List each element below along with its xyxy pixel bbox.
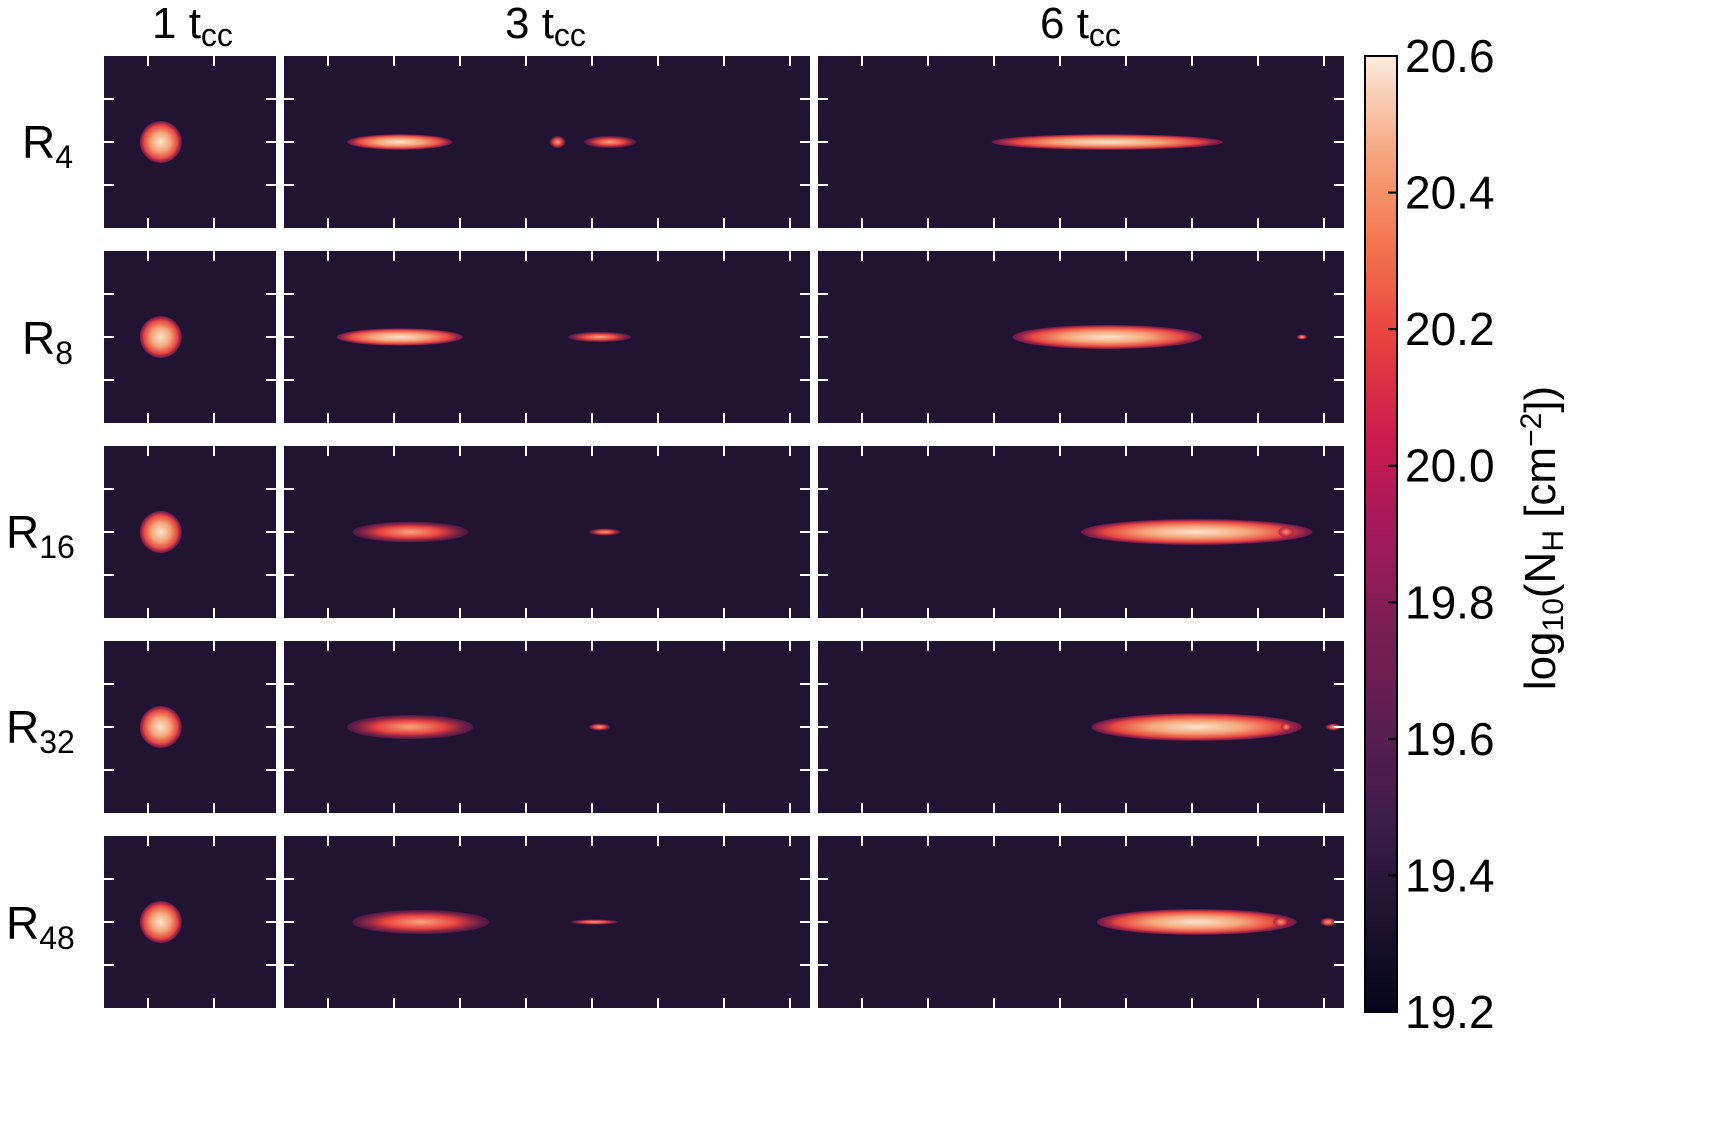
cloud-head xyxy=(139,901,182,943)
cloud-filament xyxy=(336,328,463,346)
cloud-filament xyxy=(352,521,469,543)
panel-ticks xyxy=(818,836,1344,1008)
colorbar: 20.6 20.4 20.2 20.0 19.8 19.6 19.4 19.2 log10(N… xyxy=(1364,30,1570,1038)
panel-r4-c2 xyxy=(818,836,1344,1008)
cloud-head xyxy=(139,316,182,358)
cloud-filament xyxy=(568,331,632,343)
panel-r2-c0 xyxy=(104,446,276,618)
panel-background xyxy=(104,251,276,423)
colorbar-gradient xyxy=(1364,55,1398,1013)
panel-r3-c1 xyxy=(284,641,810,813)
cloud-filament xyxy=(352,909,490,935)
panel-r3-c2 xyxy=(818,641,1344,813)
panel-r1-c0 xyxy=(104,251,276,423)
row-labels: R4 R8 R16 R32 R48 xyxy=(6,116,75,956)
colorbar-tick-label: 20.2 xyxy=(1405,303,1495,355)
cloud-filament xyxy=(1096,909,1297,935)
cloud-filament xyxy=(1081,519,1313,545)
panel-ticks xyxy=(284,446,810,618)
row-label-r16: R16 xyxy=(6,506,75,565)
row-label-r4: R4 xyxy=(22,116,73,175)
colorbar-tick-label: 20.4 xyxy=(1405,167,1495,219)
panel-ticks xyxy=(104,641,276,813)
panel-r3-c0 xyxy=(104,641,276,813)
cloud-filament xyxy=(991,134,1224,150)
panel-r0-c1 xyxy=(284,56,810,228)
cloud-filament xyxy=(1320,917,1337,927)
cloud-filament xyxy=(1091,713,1302,741)
panel-ticks xyxy=(104,446,276,618)
panel-r0-c0 xyxy=(104,56,276,228)
panel-r4-c0 xyxy=(104,836,276,1008)
panel-ticks xyxy=(284,836,810,1008)
row-label-r8: R8 xyxy=(22,312,73,371)
panel-ticks xyxy=(104,56,276,228)
panel-ticks xyxy=(818,56,1344,228)
cloud-filament xyxy=(347,134,453,150)
panel-ticks xyxy=(104,251,276,423)
panel-ticks xyxy=(818,641,1344,813)
colorbar-tick-label: 19.6 xyxy=(1405,713,1495,765)
panel-background xyxy=(104,641,276,813)
column-titles: 1 tcc 3 tcc 6 tcc xyxy=(152,0,1121,53)
column-title-3tcc: 3 tcc xyxy=(505,0,586,53)
panel-r4-c1 xyxy=(284,836,810,1008)
cloud-filament xyxy=(570,919,619,925)
column-title-6tcc: 6 tcc xyxy=(1040,0,1121,53)
colorbar-tick-label: 20.6 xyxy=(1405,30,1495,82)
colorbar-ticks: 20.6 20.4 20.2 20.0 19.8 19.6 19.4 19.2 xyxy=(1388,30,1495,1038)
panel-r2-c2 xyxy=(818,446,1344,618)
column-title-1tcc: 1 tcc xyxy=(152,0,233,53)
cloud-filament xyxy=(347,714,474,740)
row-label-r48: R48 xyxy=(6,897,75,956)
panel-r0-c2 xyxy=(818,56,1344,228)
panel-ticks xyxy=(104,836,276,1008)
panel-grid xyxy=(104,56,1344,1008)
cloud-filament xyxy=(1012,324,1202,350)
cloud-head xyxy=(139,121,182,163)
cloud-head xyxy=(139,511,182,553)
cloud-filament xyxy=(589,723,611,731)
panel-r1-c1 xyxy=(284,251,810,423)
panel-ticks xyxy=(818,446,1344,618)
panel-ticks xyxy=(284,56,810,228)
panel-ticks xyxy=(284,641,810,813)
panel-ticks xyxy=(284,251,810,423)
cloud-filament xyxy=(549,135,566,149)
panel-r1-c2 xyxy=(818,251,1344,423)
cloud-filament xyxy=(589,528,621,536)
row-label-r32: R32 xyxy=(6,701,75,760)
panel-background xyxy=(104,836,276,1008)
panel-background xyxy=(104,446,276,618)
cloud-filament xyxy=(1272,916,1289,928)
panel-background xyxy=(104,56,276,228)
cloud-filament xyxy=(583,135,637,149)
colorbar-label: log10(NH [cm−2]) xyxy=(1515,386,1570,690)
panel-r2-c1 xyxy=(284,446,810,618)
colorbar-tick-label: 19.4 xyxy=(1405,849,1495,901)
colorbar-tick-label: 19.2 xyxy=(1405,986,1495,1038)
colorbar-tick-label: 20.0 xyxy=(1405,440,1495,492)
cloud-head xyxy=(139,706,182,748)
panel-ticks xyxy=(818,251,1344,423)
cloud-filament xyxy=(1278,526,1295,538)
cloud-filament xyxy=(1325,723,1342,731)
cloud-filament xyxy=(1296,334,1308,340)
colorbar-tick-label: 19.8 xyxy=(1405,576,1495,628)
cloud-filament xyxy=(1280,722,1292,732)
